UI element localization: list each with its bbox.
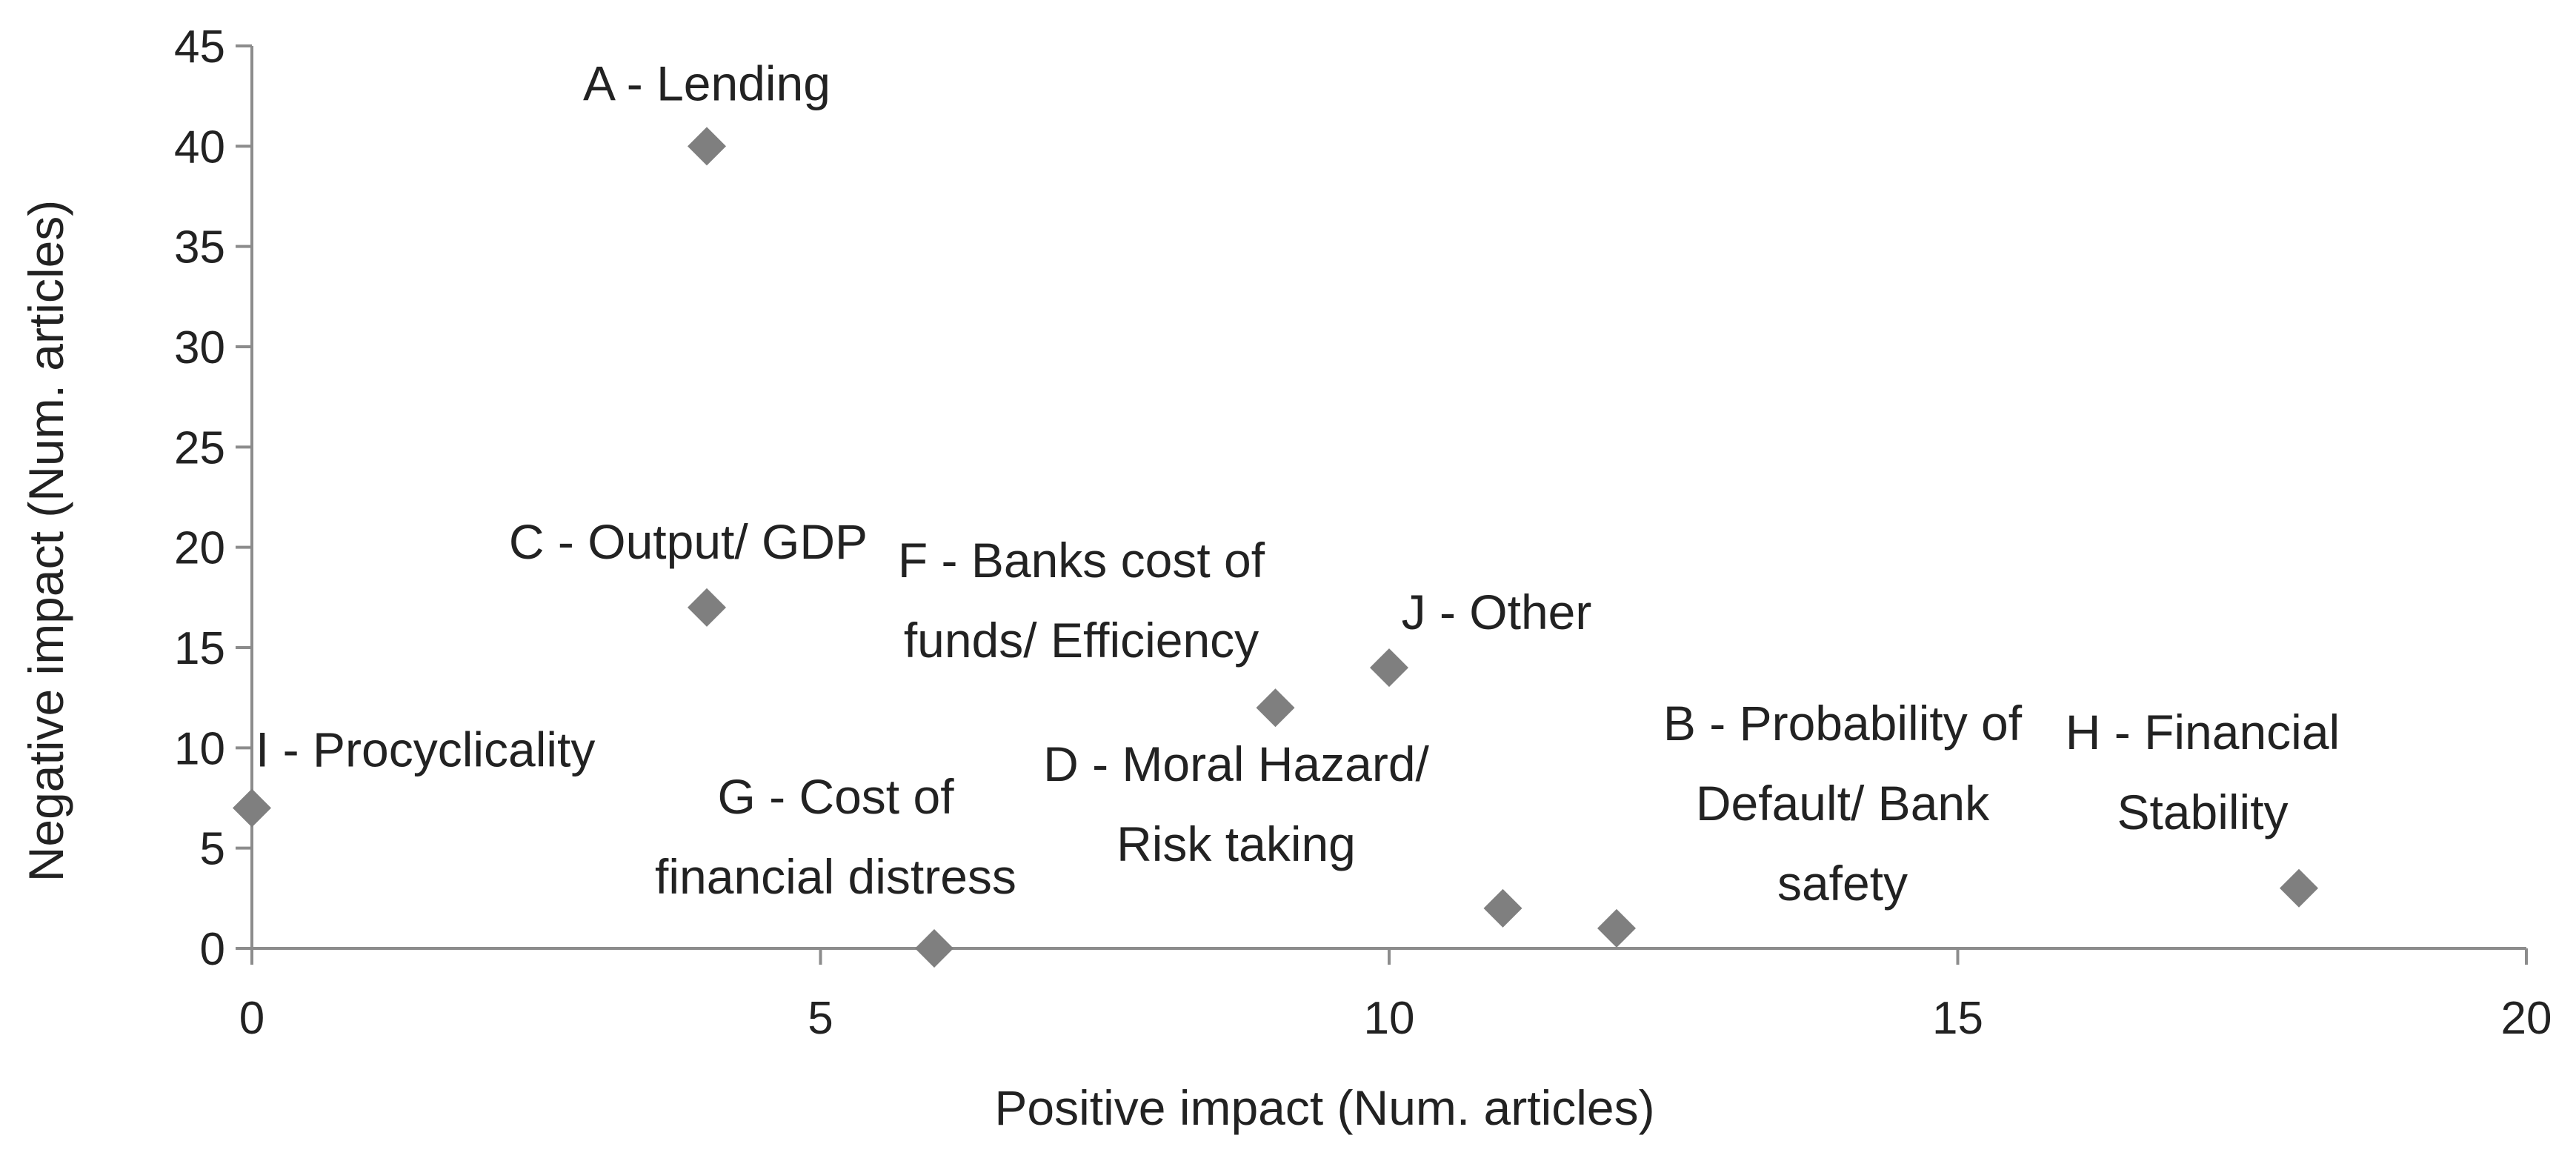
y-tick-label: 35 <box>174 222 225 273</box>
y-tick-label: 30 <box>174 322 225 373</box>
y-tick-label: 25 <box>174 422 225 473</box>
data-points <box>233 127 2318 968</box>
data-point-marker <box>915 929 953 968</box>
x-tick-label: 0 <box>239 993 264 1044</box>
data-point-label: F - Banks cost of funds/ Efficiency <box>898 533 1265 668</box>
point-labels: A - Lending B - Probability of Default/ Ba… <box>256 56 2340 911</box>
data-point-marker <box>1483 888 1522 928</box>
data-point-label: J - Other <box>1402 585 1592 639</box>
y-tick-label: 0 <box>200 924 225 975</box>
x-tick-label: 10 <box>1364 993 1415 1044</box>
y-tick-label: 20 <box>174 523 225 574</box>
x-axis-title: Positive impact (Num. articles) <box>994 1080 1654 1135</box>
x-tick-label: 5 <box>808 993 833 1044</box>
y-axis-title: Negative impact (Num. articles) <box>19 200 73 882</box>
y-tick-label: 40 <box>174 122 225 173</box>
x-tick-label: 20 <box>2501 993 2552 1044</box>
data-point-label: G - Cost of financial distress <box>655 769 1016 904</box>
tick-labels: 0 5 10 15 20 25 30 35 40 45 0 5 10 15 20 <box>174 21 2552 1044</box>
data-point-marker <box>1597 908 1636 948</box>
data-point-marker <box>1370 648 1408 688</box>
x-tick-label: 15 <box>1932 993 1983 1044</box>
data-point-label: I - Procyclicality <box>256 722 595 777</box>
data-point-marker <box>2280 868 2318 908</box>
y-tick-label: 15 <box>174 623 225 674</box>
data-point-marker <box>1256 688 1295 728</box>
data-point-marker <box>233 788 271 828</box>
data-point-label: D - Moral Hazard/Risk taking <box>1043 736 1429 871</box>
data-point-label: B - Probability of Default/ Bank safety <box>1663 696 2023 911</box>
data-point-marker <box>688 127 726 166</box>
data-point-label: H - Financial Stability <box>2066 705 2340 839</box>
data-point-label: C - Output/ GDP <box>509 514 868 569</box>
data-point-marker <box>688 588 726 627</box>
y-tick-label: 10 <box>174 723 225 774</box>
data-point-label: A - Lending <box>583 56 831 110</box>
y-tick-label: 45 <box>174 21 225 73</box>
y-tick-label: 5 <box>200 824 225 875</box>
